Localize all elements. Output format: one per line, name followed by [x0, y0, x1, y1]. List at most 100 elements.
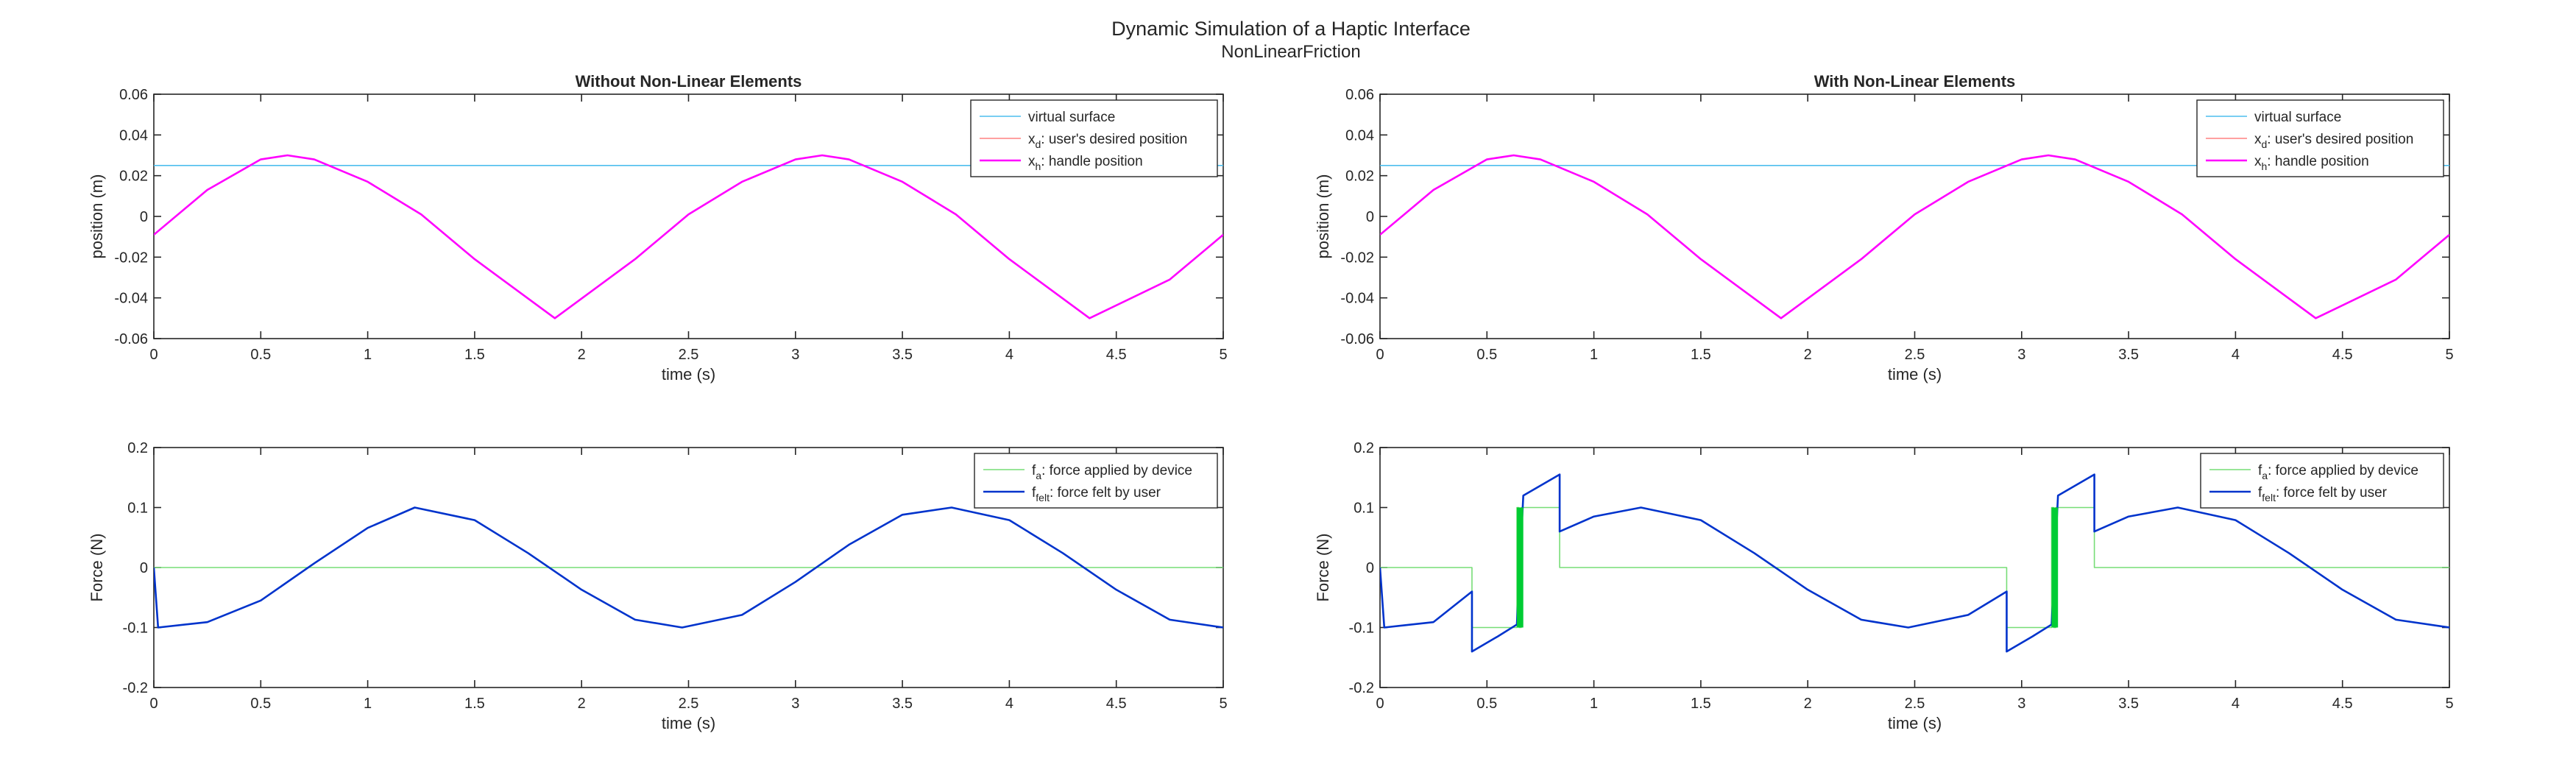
x-tick-label: 0.5: [1476, 696, 1497, 712]
legend: fa: force applied by device ffelt: force …: [974, 453, 1218, 509]
x-tick-label: 2.5: [1905, 696, 1925, 712]
x-tick-label: 1: [364, 347, 372, 363]
x-tick-label: 4: [1005, 696, 1013, 712]
x-tick-label: 5: [1219, 696, 1227, 712]
x-tick-label: 1.5: [464, 347, 485, 363]
y-tick-label: 0.2: [127, 440, 148, 456]
x-tick-label: 1.5: [1691, 347, 1711, 363]
x-tick-label: 4: [2232, 347, 2240, 363]
y-tick-label: 0.04: [1345, 127, 1374, 144]
x-tick-label: 1: [364, 696, 372, 712]
y-tick-label: 0.2: [1354, 440, 1374, 456]
x-tick-label: 3: [2017, 696, 2025, 712]
legend-label-x-h-handle-position: xh: handle position: [2254, 154, 2369, 172]
x-tick-label: 3.5: [892, 347, 913, 363]
y-tick-label: -0.2: [1349, 680, 1374, 696]
x-tick-label: 4.5: [1106, 696, 1127, 712]
x-tick-label: 3: [791, 696, 799, 712]
series-f-felt-force-felt-by-user-line: [154, 506, 1223, 629]
chart-panel-bottom-right: 0 0.5 1 1.5 2 2.5 3 3.5 4 4.5 5 -0.2 -0.1 0 0.1 0.2 time…: [1314, 440, 2454, 732]
y-tick-label: -0.04: [114, 291, 148, 307]
series-x-h-handle-position-line: [154, 154, 1223, 319]
x-tick-label: 0.5: [250, 696, 271, 712]
y-tick-label: -0.02: [114, 250, 148, 266]
x-tick-label: 0: [149, 347, 158, 363]
x-tick-label: 1: [1590, 347, 1598, 363]
y-axis-label: Force (N): [1314, 534, 1332, 602]
x-tick-label: 3.5: [2118, 696, 2139, 712]
x-tick-label: 4.5: [2332, 347, 2353, 363]
x-tick-label: 2.5: [679, 347, 699, 363]
x-tick-label: 2: [578, 696, 586, 712]
x-axis-label: time (s): [662, 714, 715, 732]
series-f-felt-force-felt-by-user-line: [1380, 473, 2449, 653]
x-tick-label: 0.5: [1476, 347, 1497, 363]
x-tick-label: 2: [1804, 696, 1812, 712]
y-tick-label: -0.1: [1349, 621, 1374, 637]
x-tick-label: 4: [1005, 347, 1013, 363]
x-tick-label: 5: [2445, 696, 2453, 712]
y-tick-label: -0.1: [123, 621, 148, 637]
x-tick-label: 3: [791, 347, 799, 363]
series-green-band-1: [1516, 507, 1524, 628]
y-tick-label: 0: [1366, 209, 1374, 225]
y-tick-label: -0.06: [114, 331, 148, 347]
chart-title: Without Non-Linear Elements: [576, 72, 802, 91]
x-tick-label: 4: [2232, 696, 2240, 712]
chart-panels: 0 0.5 1 1.5 2 2.5 3 3.5 4 4.5 5 -0.06 -0.04 -0.02 0 0.0…: [88, 72, 2454, 732]
legend-box: [2200, 453, 2444, 509]
chart-title: With Non-Linear Elements: [1814, 72, 2016, 91]
legend-label-f-a-force-applied-by-device: fa: force applied by device: [1032, 463, 1192, 481]
y-tick-label: 0.06: [1345, 87, 1374, 103]
x-tick-label: 4.5: [2332, 696, 2353, 712]
legend-label-f-felt-force-felt-by-user: ffelt: force felt by user: [1032, 485, 1161, 503]
x-axis-label: time (s): [662, 365, 715, 384]
y-tick-label: -0.04: [1340, 291, 1374, 307]
x-tick-label: 5: [2445, 347, 2453, 363]
x-tick-label: 3.5: [2118, 347, 2139, 363]
chart-panel-top-right: 0 0.5 1 1.5 2 2.5 3 3.5 4 4.5 5 -0.06 -0.04 -0.02 0 0.0…: [1314, 72, 2454, 384]
y-tick-label: 0: [1366, 560, 1374, 576]
figure-title: Dynamic Simulation of a Haptic Interface: [1111, 18, 1471, 40]
legend-label-f-felt-force-felt-by-user: ffelt: force felt by user: [2258, 485, 2388, 503]
chart-panel-top-left: 0 0.5 1 1.5 2 2.5 3 3.5 4 4.5 5 -0.06 -0.04 -0.02 0 0.0…: [88, 72, 1228, 384]
legend: virtual surface xd: user's desired positi…: [2196, 99, 2444, 177]
x-tick-label: 2.5: [1905, 347, 1925, 363]
x-tick-label: 0: [1376, 696, 1384, 712]
y-axis-label: position (m): [88, 174, 106, 259]
legend-box: [974, 453, 1218, 509]
y-tick-label: -0.02: [1340, 250, 1374, 266]
y-tick-label: 0.02: [1345, 169, 1374, 185]
y-axis-label: Force (N): [88, 534, 106, 602]
y-tick-label: 0: [140, 209, 148, 225]
legend-label-x-d-user-s-desired-position: xd: user's desired position: [1028, 132, 1187, 150]
legend: fa: force applied by device ffelt: force …: [2200, 453, 2444, 509]
legend-label-virtual-surface: virtual surface: [1028, 110, 1115, 125]
y-tick-label: 0.1: [127, 501, 148, 517]
x-tick-label: 1: [1590, 696, 1598, 712]
y-tick-label: 0.04: [119, 127, 148, 144]
y-tick-label: 0.06: [119, 87, 148, 103]
x-axis-label: time (s): [1888, 365, 1942, 384]
x-tick-label: 0: [149, 696, 158, 712]
x-axis-label: time (s): [1888, 714, 1942, 732]
x-tick-label: 3: [2017, 347, 2025, 363]
y-tick-label: 0.02: [119, 169, 148, 185]
y-axis-label: position (m): [1314, 174, 1332, 259]
legend-label-f-a-force-applied-by-device: fa: force applied by device: [2258, 463, 2418, 481]
series-x-h-handle-position-line: [1380, 154, 2449, 319]
x-tick-label: 1.5: [464, 696, 485, 712]
y-tick-label: -0.2: [123, 680, 148, 696]
series-f-a-force-applied-by-device-line: [1380, 506, 2449, 629]
x-tick-label: 5: [1219, 347, 1227, 363]
x-tick-label: 2.5: [679, 696, 699, 712]
chart-panel-bottom-left: 0 0.5 1 1.5 2 2.5 3 3.5 4 4.5 5 -0.2 -0.1 0 0.1 0.2 time…: [88, 440, 1228, 732]
x-tick-label: 2: [1804, 347, 1812, 363]
y-tick-label: 0.1: [1354, 501, 1374, 517]
legend-label-virtual-surface: virtual surface: [2254, 110, 2341, 125]
series-green-band-2: [2051, 507, 2059, 628]
x-tick-label: 2: [578, 347, 586, 363]
legend: virtual surface xd: user's desired positi…: [970, 99, 1218, 177]
x-tick-label: 0: [1376, 347, 1384, 363]
